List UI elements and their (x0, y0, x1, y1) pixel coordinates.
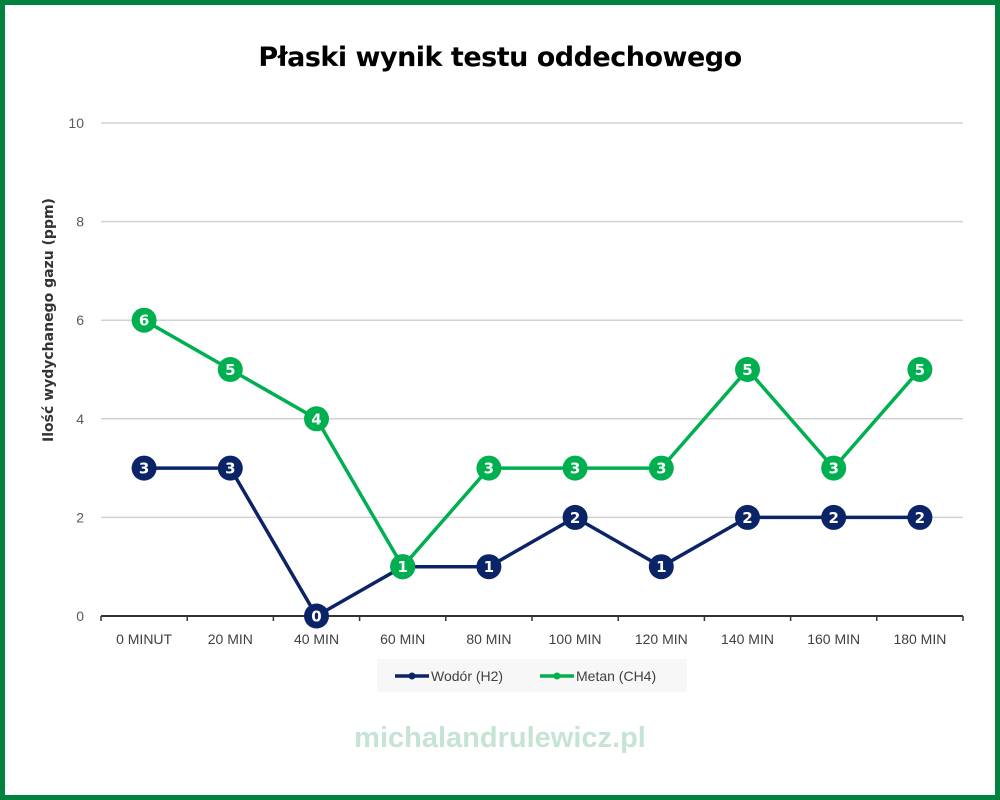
legend-item: Wodór (H2) (395, 668, 503, 684)
data-label: 1 (484, 558, 494, 576)
x-tick-label: 160 MIN (807, 631, 860, 647)
y-tick-label: 6 (76, 312, 84, 328)
data-point-marker: 4 (304, 406, 329, 432)
data-point-marker: 5 (907, 357, 933, 382)
y-tick-label: 2 (76, 509, 84, 525)
data-point-marker: 3 (476, 455, 502, 481)
y-tick-label: 8 (76, 214, 84, 230)
data-label: 3 (139, 460, 149, 478)
legend-item: Metan (CH4) (540, 668, 656, 684)
data-point-marker: 0 (304, 603, 329, 629)
data-label: 5 (915, 361, 925, 379)
data-label: 3 (484, 460, 494, 478)
data-label: 5 (225, 361, 235, 379)
data-label: 2 (828, 509, 838, 527)
x-axis: 0 MINUT 20 MIN 40 MIN 60 MIN 80 MIN 100 MIN 12… (100, 615, 964, 647)
x-tick-label: 180 MIN (893, 631, 946, 647)
watermark: michalandrulewicz.pl (354, 722, 646, 754)
data-point-marker: 3 (648, 455, 674, 481)
data-point-marker: 5 (735, 357, 760, 382)
x-tick-label: 60 MIN (380, 631, 425, 647)
legend: Wodór (H2) Metan (CH4) (377, 659, 687, 692)
y-tick-label: 0 (76, 608, 84, 624)
legend-label: Wodór (H2) (431, 668, 503, 684)
x-tick-label: 120 MIN (635, 631, 688, 647)
data-point-marker: 6 (131, 307, 157, 333)
legend-label: Metan (CH4) (576, 668, 656, 684)
data-point-marker: 3 (821, 455, 847, 481)
x-tick-label: 40 MIN (294, 631, 339, 647)
data-point-marker: 3 (131, 455, 157, 481)
data-point-marker: 2 (907, 504, 933, 530)
data-point-marker: 2 (562, 504, 588, 530)
data-label: 3 (656, 460, 666, 478)
data-point-marker: 5 (217, 357, 243, 382)
data-point-marker: 3 (217, 455, 243, 481)
data-label: 5 (742, 361, 752, 379)
y-tick-label: 4 (76, 411, 84, 427)
y-tick-label: 10 (68, 115, 84, 131)
data-point-marker: 2 (821, 504, 847, 530)
x-tick-label: 20 MIN (208, 631, 253, 647)
data-label: 2 (915, 509, 925, 527)
y-axis-ticks: 0 2 4 6 8 10 (68, 115, 84, 624)
series-lines: 33011212226541333535 (131, 307, 933, 629)
x-tick-label: 100 MIN (549, 631, 602, 647)
data-label: 6 (139, 312, 149, 330)
x-tick-label: 80 MIN (466, 631, 511, 647)
data-label: 3 (828, 460, 838, 478)
x-tick-label: 0 MINUT (116, 631, 172, 647)
data-point-marker: 2 (735, 504, 760, 530)
series-line (144, 466, 920, 618)
data-point-marker: 3 (562, 455, 588, 481)
data-label: 3 (570, 460, 580, 478)
chart-title: Płaski wynik testu oddechowego (258, 42, 742, 73)
x-tick-label: 140 MIN (721, 631, 774, 647)
data-point-marker: 1 (390, 554, 416, 580)
y-axis-label: Ilość wydychanego gazu (ppm) (41, 198, 57, 442)
data-label: 0 (311, 608, 321, 626)
data-label: 2 (570, 509, 580, 527)
data-label: 1 (656, 558, 666, 576)
data-label: 1 (397, 558, 407, 576)
data-label: 2 (742, 509, 752, 527)
data-point-marker: 1 (476, 554, 502, 580)
data-label: 3 (225, 460, 235, 478)
series-line (143, 318, 922, 569)
data-label: 4 (311, 410, 321, 428)
data-point-marker: 1 (648, 554, 674, 580)
